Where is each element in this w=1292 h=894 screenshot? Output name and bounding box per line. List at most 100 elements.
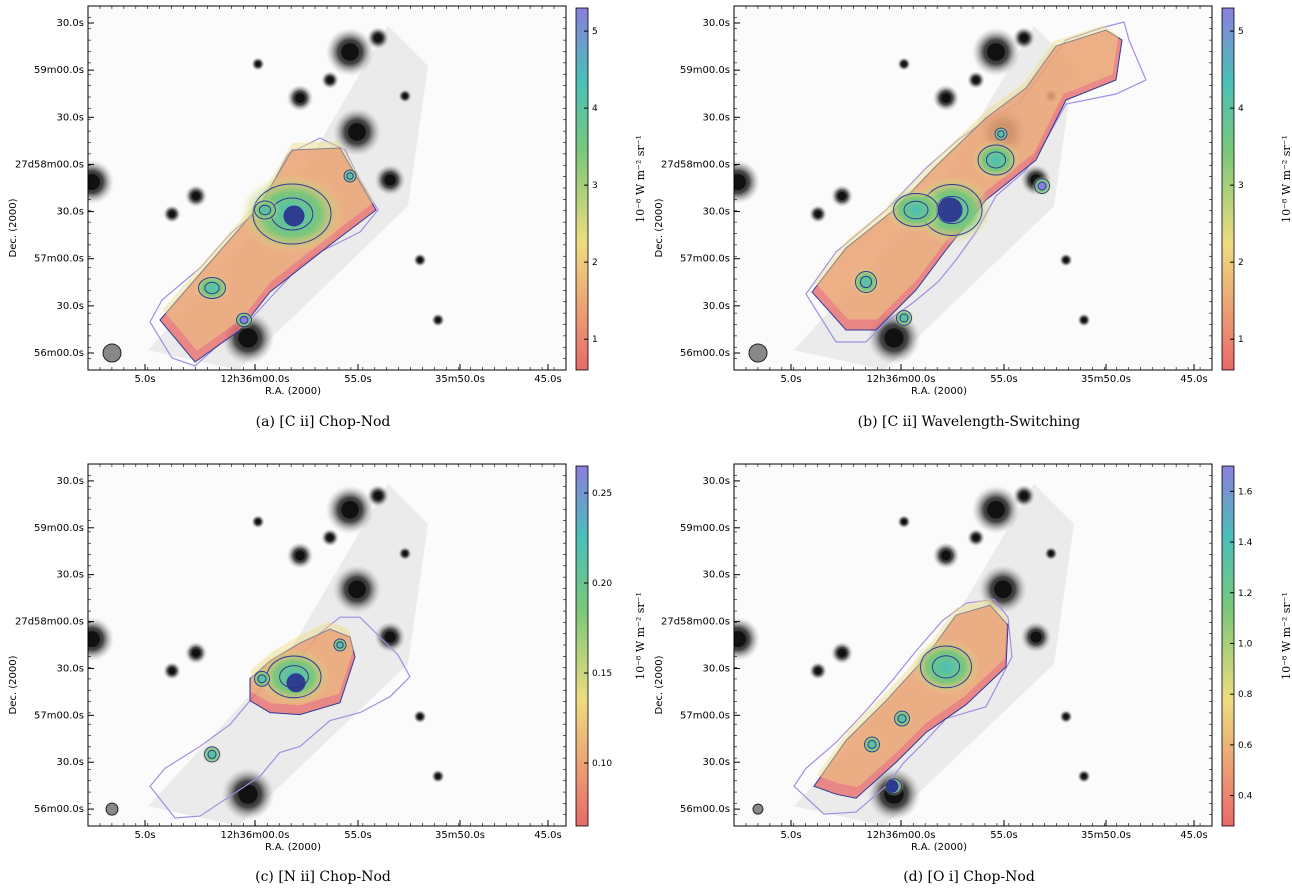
- panel-c-plot: 5.0s 12h36m00.0s 55.0s 35m50.0s 45.0s R.A. (2…: [8, 463, 646, 853]
- y-tick-label: 30.0s: [57, 18, 84, 29]
- x-tick-label: 5.0s: [780, 374, 801, 385]
- contour-line: [867, 739, 877, 749]
- contour-line: [343, 169, 357, 183]
- x-axis-title: R.A. (2000): [911, 386, 967, 397]
- y-tick-label: 30.0s: [57, 663, 84, 674]
- point-source: [88, 174, 100, 190]
- point-source: [88, 631, 100, 648]
- panel-a-plot: 5.0s 12h36m00.0s 55.0s 35m50.0s 45.0s R.A. (2…: [8, 5, 646, 397]
- source-halo: [734, 617, 760, 662]
- point-source: [348, 580, 366, 599]
- colorbar-tick-label: 5: [1238, 27, 1244, 37]
- point-source: [1081, 317, 1087, 323]
- point-source: [1020, 34, 1028, 42]
- point-source: [987, 500, 1005, 519]
- point-source: [987, 43, 1005, 61]
- x-axis-title: R.A. (2000): [911, 842, 967, 853]
- x-tick-label: 5.0s: [134, 830, 155, 841]
- y-axis-title: Dec. (2000): [654, 655, 665, 714]
- x-tick-label: 12h36m00.0s: [220, 830, 289, 841]
- point-source: [341, 500, 359, 519]
- y-tick-label: 56m00.0s: [680, 348, 730, 359]
- contour-peak: [283, 205, 305, 227]
- colorbar: [1221, 7, 1235, 371]
- contour-line: [997, 130, 1005, 138]
- emission-peak: [886, 188, 946, 232]
- contour-line: [1034, 178, 1050, 194]
- y-tick-label: 57m00.0s: [680, 254, 730, 265]
- colorbar-tick-label: 4: [1238, 104, 1244, 114]
- point-source: [814, 210, 822, 218]
- point-source: [417, 714, 423, 720]
- contour-line: [333, 638, 347, 652]
- y-tick-label: 30.0s: [57, 301, 84, 312]
- emission-map-mid: [814, 25, 1119, 320]
- contour-line: [198, 277, 226, 299]
- colorbar-label: 10⁻⁸ W m⁻² sr⁻¹: [1280, 135, 1292, 223]
- y-tick-label: 59m00.0s: [680, 65, 730, 76]
- contour-line: [859, 275, 873, 289]
- y-axis-title: Dec. (2000): [8, 198, 19, 257]
- colorbar-tick-label: 0.4: [1238, 792, 1253, 802]
- colorbar-tick-label: 1.2: [1238, 589, 1252, 599]
- contour-line: [207, 749, 217, 759]
- point-source: [374, 34, 382, 42]
- panel-b-caption: (b) [C ii] Wavelength-Switching: [857, 414, 1081, 430]
- source-halo: [88, 160, 114, 204]
- y-tick-label: 30.0s: [703, 112, 730, 123]
- colorbar-tick-label: 2: [592, 258, 598, 268]
- panel-c-caption: (c) [N ii] Chop-Nod: [255, 869, 391, 885]
- point-source: [1048, 551, 1054, 556]
- panel-c: 5.0s 12h36m00.0s 55.0s 35m50.0s 45.0s R.A. (2…: [0, 447, 646, 894]
- colorbar-tick-label: 0.20: [592, 579, 612, 589]
- y-tick-label: 30.0s: [703, 570, 730, 581]
- y-tick-label: 56m00.0s: [34, 804, 84, 815]
- point-source: [972, 76, 980, 84]
- contour-line: [899, 313, 909, 323]
- y-tick-label: 57m00.0s: [680, 710, 730, 721]
- panel-b: 5.0s 12h36m00.0s 55.0s 35m50.0s 45.0s R.A. (2…: [646, 0, 1292, 447]
- x-tick-label: 55.0s: [990, 830, 1017, 841]
- emission-peak: [194, 274, 230, 302]
- point-source: [341, 43, 359, 61]
- contour-line: [985, 151, 1007, 169]
- y-tick-label: 30.0s: [703, 476, 730, 487]
- source-halo: [734, 160, 760, 204]
- contour-line: [204, 746, 220, 763]
- y-tick-label: 30.0s: [57, 570, 84, 581]
- contour-peak: [885, 779, 899, 793]
- contour-line: [1037, 181, 1047, 191]
- point-source: [838, 192, 846, 200]
- point-source: [1081, 773, 1087, 779]
- y-tick-label: 30.0s: [57, 112, 84, 123]
- colorbar-tick-label: 0.6: [1238, 741, 1253, 751]
- x-tick-label: 45.0s: [1180, 374, 1207, 385]
- contour-line: [336, 641, 344, 649]
- coverage-outline: [149, 616, 411, 819]
- contour-line: [931, 655, 961, 679]
- coverage-outline: [805, 21, 1147, 343]
- point-source: [941, 93, 951, 103]
- y-tick-label: 30.0s: [703, 18, 730, 29]
- point-source: [402, 93, 408, 99]
- x-tick-label: 12h36m00.0s: [220, 374, 289, 385]
- point-source: [326, 76, 334, 84]
- point-source: [348, 123, 366, 141]
- point-source: [901, 519, 907, 525]
- x-axis-title: R.A. (2000): [265, 842, 321, 853]
- y-tick-label: 30.0s: [703, 663, 730, 674]
- panel-d-caption: (d) [O i] Chop-Nod: [903, 869, 1035, 885]
- panel-d-plot: 5.0s 12h36m00.0s 55.0s 35m50.0s 45.0s R.A. (2…: [654, 463, 1292, 853]
- colorbar-tick-label: 1.0: [1238, 639, 1253, 649]
- colorbar-label: 10⁻⁸ W m⁻² sr⁻¹: [634, 592, 646, 680]
- x-tick-label: 12h36m00.0s: [866, 830, 935, 841]
- beam-size-marker: [748, 343, 768, 363]
- contour-line: [254, 200, 276, 220]
- emission-peak: [912, 639, 980, 695]
- colorbar-tick-label: 0.8: [1238, 690, 1253, 700]
- point-source: [1063, 714, 1069, 720]
- emission-peak: [852, 268, 880, 296]
- image-layer: [734, 21, 1147, 370]
- colorbar-label: 10⁻⁸ W m⁻² sr⁻¹: [1280, 592, 1292, 680]
- point-source: [941, 550, 951, 561]
